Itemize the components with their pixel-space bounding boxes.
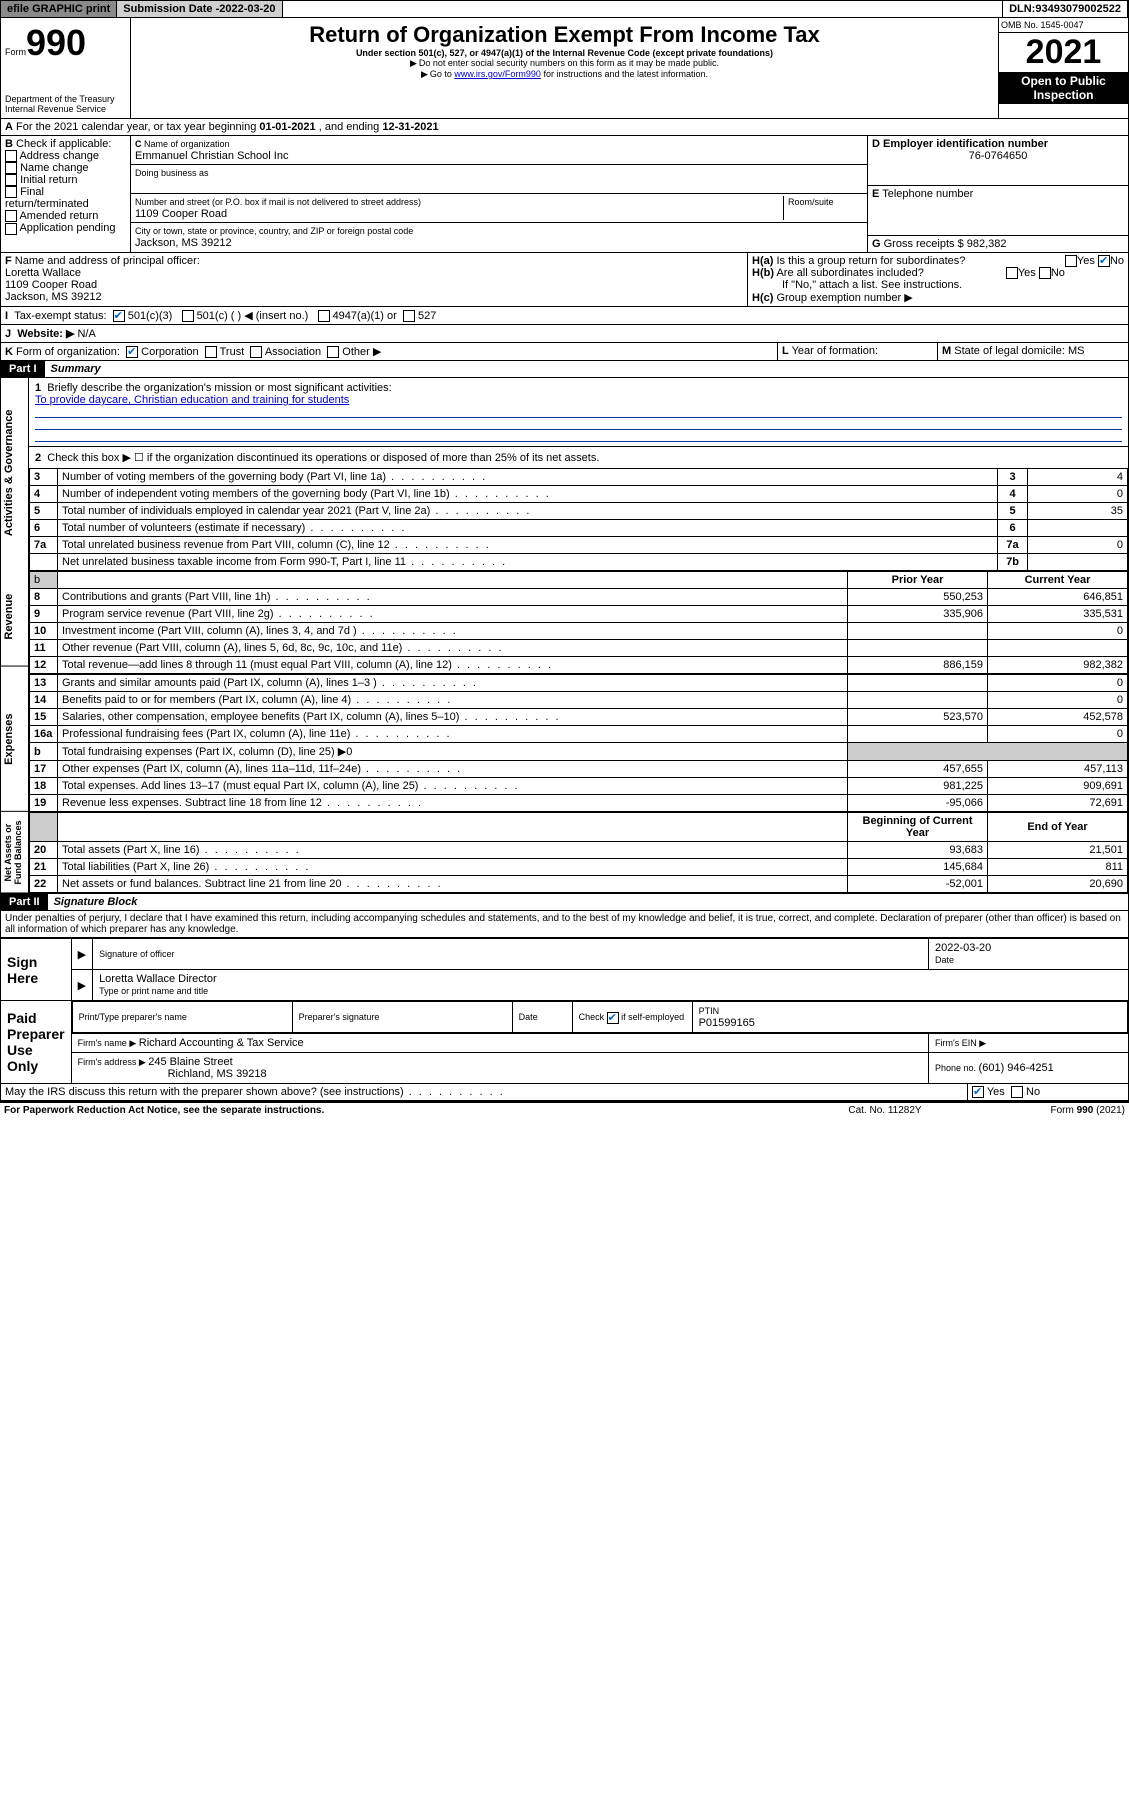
footer: For Paperwork Reduction Act Notice, see … <box>0 1101 1129 1118</box>
section-h: H(a) Is this a group return for subordin… <box>748 253 1128 306</box>
submission-date: Submission Date - 2022-03-20 <box>117 1 282 17</box>
form-number: 990 <box>26 22 86 63</box>
note-link: Go to www.irs.gov/Form990 for instructio… <box>135 69 994 80</box>
section-c: C Name of organization Emmanuel Christia… <box>131 136 868 252</box>
efile-button[interactable]: efile GRAPHIC print <box>1 1 117 17</box>
dln: DLN: 93493079002522 <box>1003 1 1128 17</box>
header-right: OMB No. 1545-0047 2021 Open to Public In… <box>998 18 1128 118</box>
fh-block: F Name and address of principal officer:… <box>0 253 1129 307</box>
exp-table: 13Grants and similar amounts paid (Part … <box>29 674 1128 812</box>
part2-header: Part II Signature Block <box>0 894 1129 911</box>
mission-text: To provide daycare, Christian education … <box>35 394 349 406</box>
may-irs-discuss: May the IRS discuss this return with the… <box>0 1084 1129 1101</box>
ein: 76-0764650 <box>872 150 1124 162</box>
net-table: Beginning of Current Year End of Year 20… <box>29 812 1128 893</box>
org-city: Jackson, MS 39212 <box>135 237 232 249</box>
section-i: I Tax-exempt status: 501(c)(3) 501(c) ( … <box>0 307 1129 325</box>
declaration: Under penalties of perjury, I declare th… <box>0 911 1129 938</box>
section-j: J Website: ▶ N/A <box>0 325 1129 343</box>
section-deg: D Employer identification number 76-0764… <box>868 136 1128 252</box>
line-a: A For the 2021 calendar year, or tax yea… <box>0 119 1129 136</box>
gov-table: 3Number of voting members of the governi… <box>29 468 1128 571</box>
top-bar: efile GRAPHIC print Submission Date - 20… <box>0 0 1129 18</box>
open-inspection: Open to Public Inspection <box>999 72 1128 104</box>
form-subtitle: Under section 501(c), 527, or 4947(a)(1)… <box>135 48 994 58</box>
section-b: B Check if applicable: Address change Na… <box>1 136 131 252</box>
rev-table: b Prior Year Current Year 8Contributions… <box>29 571 1128 674</box>
submission-date-value: 2022-03-20 <box>219 3 275 15</box>
header-mid: Return of Organization Exempt From Incom… <box>131 18 998 118</box>
form-header: Form990 Department of the Treasury Inter… <box>0 18 1129 119</box>
note-ssn: Do not enter social security numbers on … <box>135 58 994 69</box>
org-address: 1109 Cooper Road <box>135 208 227 220</box>
instructions-link[interactable]: www.irs.gov/Form990 <box>454 69 541 79</box>
part1-header: Part I Summary <box>0 361 1129 378</box>
part1-body: Activities & Governance Revenue Expenses… <box>0 378 1129 894</box>
section-klm: K Form of organization: Corporation Trus… <box>0 343 1129 361</box>
irs-label: Internal Revenue Service <box>5 104 126 114</box>
section-f: F Name and address of principal officer:… <box>1 253 748 306</box>
gross-receipts: 982,382 <box>967 238 1007 250</box>
form-title: Return of Organization Exempt From Incom… <box>135 22 994 48</box>
signature-block: Sign Here ▶ Signature of officer 2022-03… <box>0 938 1129 1084</box>
tax-year: 2021 <box>1026 33 1102 71</box>
submission-date-label: Submission Date - <box>123 3 219 15</box>
entity-block: B Check if applicable: Address change Na… <box>0 136 1129 253</box>
header-left: Form990 Department of the Treasury Inter… <box>1 18 131 118</box>
org-name: Emmanuel Christian School Inc <box>135 150 288 162</box>
dept-treasury: Department of the Treasury <box>5 94 126 104</box>
